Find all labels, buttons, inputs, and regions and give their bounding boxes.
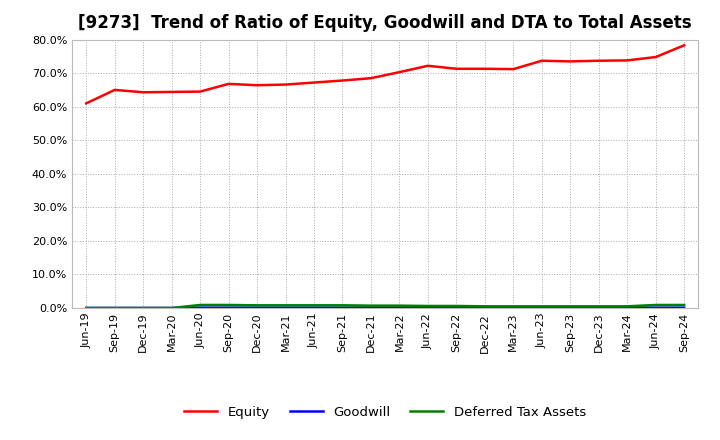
Equity (139, 90, 148, 95)
Equity (196, 89, 204, 94)
Goodwill (395, 305, 404, 310)
Deferred Tax Assets (310, 303, 318, 308)
Line: Equity: Equity (86, 45, 684, 103)
Equity (282, 82, 290, 87)
Deferred Tax Assets (167, 305, 176, 311)
Deferred Tax Assets (225, 302, 233, 308)
Deferred Tax Assets (423, 303, 432, 308)
Deferred Tax Assets (652, 302, 660, 308)
Goodwill (680, 305, 688, 310)
Goodwill (110, 305, 119, 311)
Deferred Tax Assets (253, 303, 261, 308)
Goodwill (480, 305, 489, 310)
Equity (82, 101, 91, 106)
Goodwill (82, 305, 91, 311)
Title: [9273]  Trend of Ratio of Equity, Goodwill and DTA to Total Assets: [9273] Trend of Ratio of Equity, Goodwil… (78, 15, 692, 33)
Goodwill (623, 305, 631, 310)
Goodwill (566, 305, 575, 310)
Deferred Tax Assets (82, 305, 91, 311)
Equity (452, 66, 461, 71)
Deferred Tax Assets (395, 303, 404, 308)
Goodwill (537, 305, 546, 310)
Goodwill (338, 305, 347, 310)
Equity (652, 55, 660, 60)
Goodwill (167, 305, 176, 311)
Equity (253, 83, 261, 88)
Deferred Tax Assets (282, 303, 290, 308)
Goodwill (366, 305, 375, 310)
Goodwill (253, 305, 261, 310)
Deferred Tax Assets (366, 303, 375, 308)
Goodwill (225, 305, 233, 310)
Equity (338, 78, 347, 83)
Equity (566, 59, 575, 64)
Goodwill (310, 305, 318, 310)
Deferred Tax Assets (338, 303, 347, 308)
Goodwill (652, 305, 660, 310)
Equity (509, 66, 518, 72)
Deferred Tax Assets (680, 302, 688, 308)
Deferred Tax Assets (196, 302, 204, 308)
Equity (680, 43, 688, 48)
Equity (167, 89, 176, 95)
Goodwill (423, 305, 432, 310)
Deferred Tax Assets (110, 305, 119, 311)
Line: Deferred Tax Assets: Deferred Tax Assets (86, 305, 684, 308)
Deferred Tax Assets (623, 304, 631, 309)
Deferred Tax Assets (537, 304, 546, 309)
Equity (366, 76, 375, 81)
Equity (423, 63, 432, 68)
Goodwill (139, 305, 148, 311)
Goodwill (282, 305, 290, 310)
Deferred Tax Assets (452, 303, 461, 308)
Deferred Tax Assets (566, 304, 575, 309)
Deferred Tax Assets (595, 304, 603, 309)
Equity (310, 80, 318, 85)
Equity (225, 81, 233, 87)
Legend: Equity, Goodwill, Deferred Tax Assets: Equity, Goodwill, Deferred Tax Assets (179, 400, 591, 424)
Equity (537, 58, 546, 63)
Deferred Tax Assets (509, 304, 518, 309)
Goodwill (595, 305, 603, 310)
Equity (110, 87, 119, 92)
Equity (623, 58, 631, 63)
Deferred Tax Assets (480, 304, 489, 309)
Goodwill (509, 305, 518, 310)
Equity (395, 70, 404, 75)
Deferred Tax Assets (139, 305, 148, 311)
Equity (595, 58, 603, 63)
Goodwill (452, 305, 461, 310)
Goodwill (196, 305, 204, 310)
Equity (480, 66, 489, 71)
